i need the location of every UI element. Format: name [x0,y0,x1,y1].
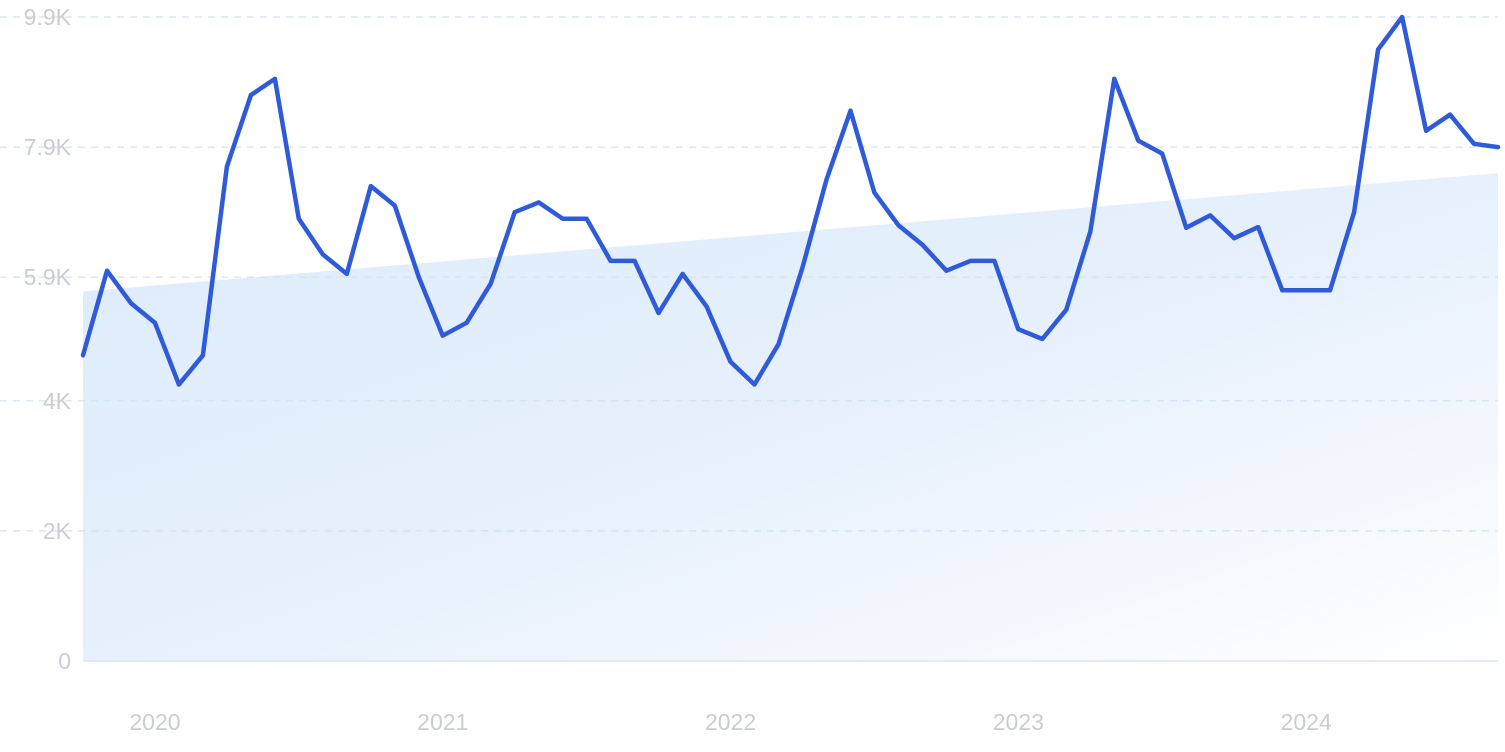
data-point [1448,112,1453,117]
data-point [440,333,445,338]
data-point [896,223,901,228]
x-tick-label: 2023 [993,709,1044,735]
data-point [560,216,565,221]
data-point [1472,141,1477,146]
data-point [1088,229,1093,234]
data-point [224,164,229,169]
data-point [1112,76,1117,81]
data-point [536,200,541,205]
y-tick-label: 7.9K [24,134,72,160]
data-point [416,275,421,280]
data-point [992,258,997,263]
data-point [728,359,733,364]
data-point [656,310,661,315]
data-point [320,252,325,257]
data-point [152,320,157,325]
data-point [944,268,949,273]
data-point [848,108,853,113]
data-point [344,271,349,276]
data-point [1136,138,1141,143]
y-tick-label: 5.9K [24,264,72,290]
data-point [368,184,373,189]
data-point [392,203,397,208]
data-point [800,265,805,270]
data-point [776,342,781,347]
x-tick-label: 2020 [129,709,180,735]
data-point [512,210,517,215]
data-point [1160,151,1165,156]
data-point [752,382,757,387]
x-tick-label: 2022 [705,709,756,735]
y-axis-tick-labels: 0 2K 4K 5.9K 7.9K 9.9K [24,4,72,674]
data-point [464,320,469,325]
trend-area [83,173,1498,661]
data-point [1040,337,1045,341]
data-point [1064,307,1069,312]
data-point [1232,236,1237,241]
data-point [128,301,133,306]
data-point [248,93,253,98]
data-point [1280,288,1285,293]
data-point [1400,15,1405,19]
data-point [920,242,925,247]
data-point [296,216,301,221]
data-point [81,353,85,358]
y-tick-label: 0 [58,648,71,674]
data-point [1256,225,1261,230]
data-point [1328,288,1333,293]
data-point [824,177,829,182]
data-point [968,258,973,263]
data-point [1208,213,1213,218]
gridlines [0,16,1498,662]
data-point [1352,210,1357,215]
data-point [1304,288,1309,293]
y-tick-label: 4K [43,388,72,414]
data-point [272,76,277,81]
trend-area-layer [83,173,1498,661]
data-point [1424,128,1429,133]
data-point [872,190,877,195]
data-point [176,382,181,387]
data-point [1496,145,1500,150]
data-point [104,268,109,273]
data-point [680,271,685,276]
data-point [200,353,205,358]
data-point [1376,47,1381,52]
x-tick-label: 2021 [417,709,468,735]
x-axis-tick-labels: 2020 2021 2022 2023 2024 [129,709,1332,735]
y-tick-label: 2K [43,518,72,544]
x-tick-label: 2024 [1281,709,1332,735]
data-point [608,258,613,263]
series-line [80,14,1501,387]
data-point [584,216,589,221]
data-point [632,258,637,263]
data-point [1184,225,1189,230]
data-point [1016,327,1021,332]
data-point [704,304,709,309]
y-tick-label: 9.9K [24,4,72,30]
series-layer [80,14,1501,387]
data-point [488,281,493,286]
